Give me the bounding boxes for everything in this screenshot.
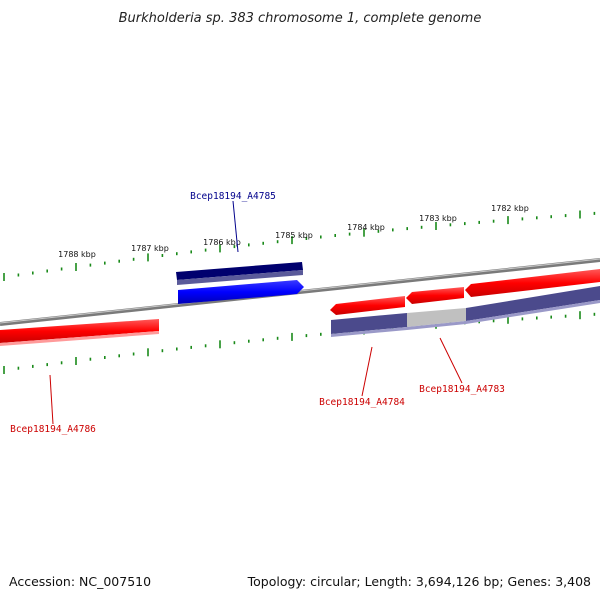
scale-label: 1786 kbp <box>203 238 241 247</box>
gene-a4785-track-purple <box>177 270 303 285</box>
gene-label-a4784[interactable]: Bcep18194_A4784 <box>319 397 405 408</box>
gene-right-arrow <box>465 269 600 297</box>
gene-a4785[interactable] <box>176 262 304 304</box>
scale-label: 1788 kbp <box>58 250 96 259</box>
accession-text: Accession: NC_007510 <box>9 574 151 589</box>
scale-label: 1787 kbp <box>131 244 169 253</box>
feature-track-gray <box>407 308 466 327</box>
feature-track <box>331 286 600 337</box>
scale-label: 1784 kbp <box>347 223 385 232</box>
genome-backbone <box>0 258 600 326</box>
gene-a4784-arrow <box>330 296 405 315</box>
scale-ticks <box>3 311 596 374</box>
gene-a4784[interactable] <box>330 296 405 315</box>
gene-a4785-track-dark <box>176 262 303 280</box>
upper-tick-track <box>3 210 596 281</box>
scale-label: 1782 kbp <box>491 204 529 213</box>
feature-track-purple-right <box>466 286 600 321</box>
gene-right-red[interactable] <box>465 269 600 297</box>
scale-label: 1783 kbp <box>419 214 457 223</box>
gene-a4783[interactable] <box>406 287 464 304</box>
gene-label-a4786[interactable]: Bcep18194_A4786 <box>10 424 96 435</box>
scale-ticks <box>3 210 596 281</box>
gene-a4786[interactable] <box>0 319 159 346</box>
scale-labels: 1788 kbp 1787 kbp 1786 kbp 1785 kbp 1784… <box>58 204 529 259</box>
gene-a4783-arrow <box>406 287 464 304</box>
gene-label-a4785[interactable]: Bcep18194_A4785 <box>190 191 276 202</box>
callout-lines <box>49 200 463 425</box>
lower-tick-track <box>3 311 596 374</box>
topology-text: Topology: circular; Length: 3,694,126 bp… <box>247 574 591 589</box>
scale-label: 1785 kbp <box>275 231 313 240</box>
gene-a4786-arrow <box>0 319 159 343</box>
gene-a4785-arrow <box>178 280 304 304</box>
map-title: Burkholderia sp. 383 chromosome 1, compl… <box>119 11 482 26</box>
gene-label-a4783[interactable]: Bcep18194_A4783 <box>419 384 505 395</box>
